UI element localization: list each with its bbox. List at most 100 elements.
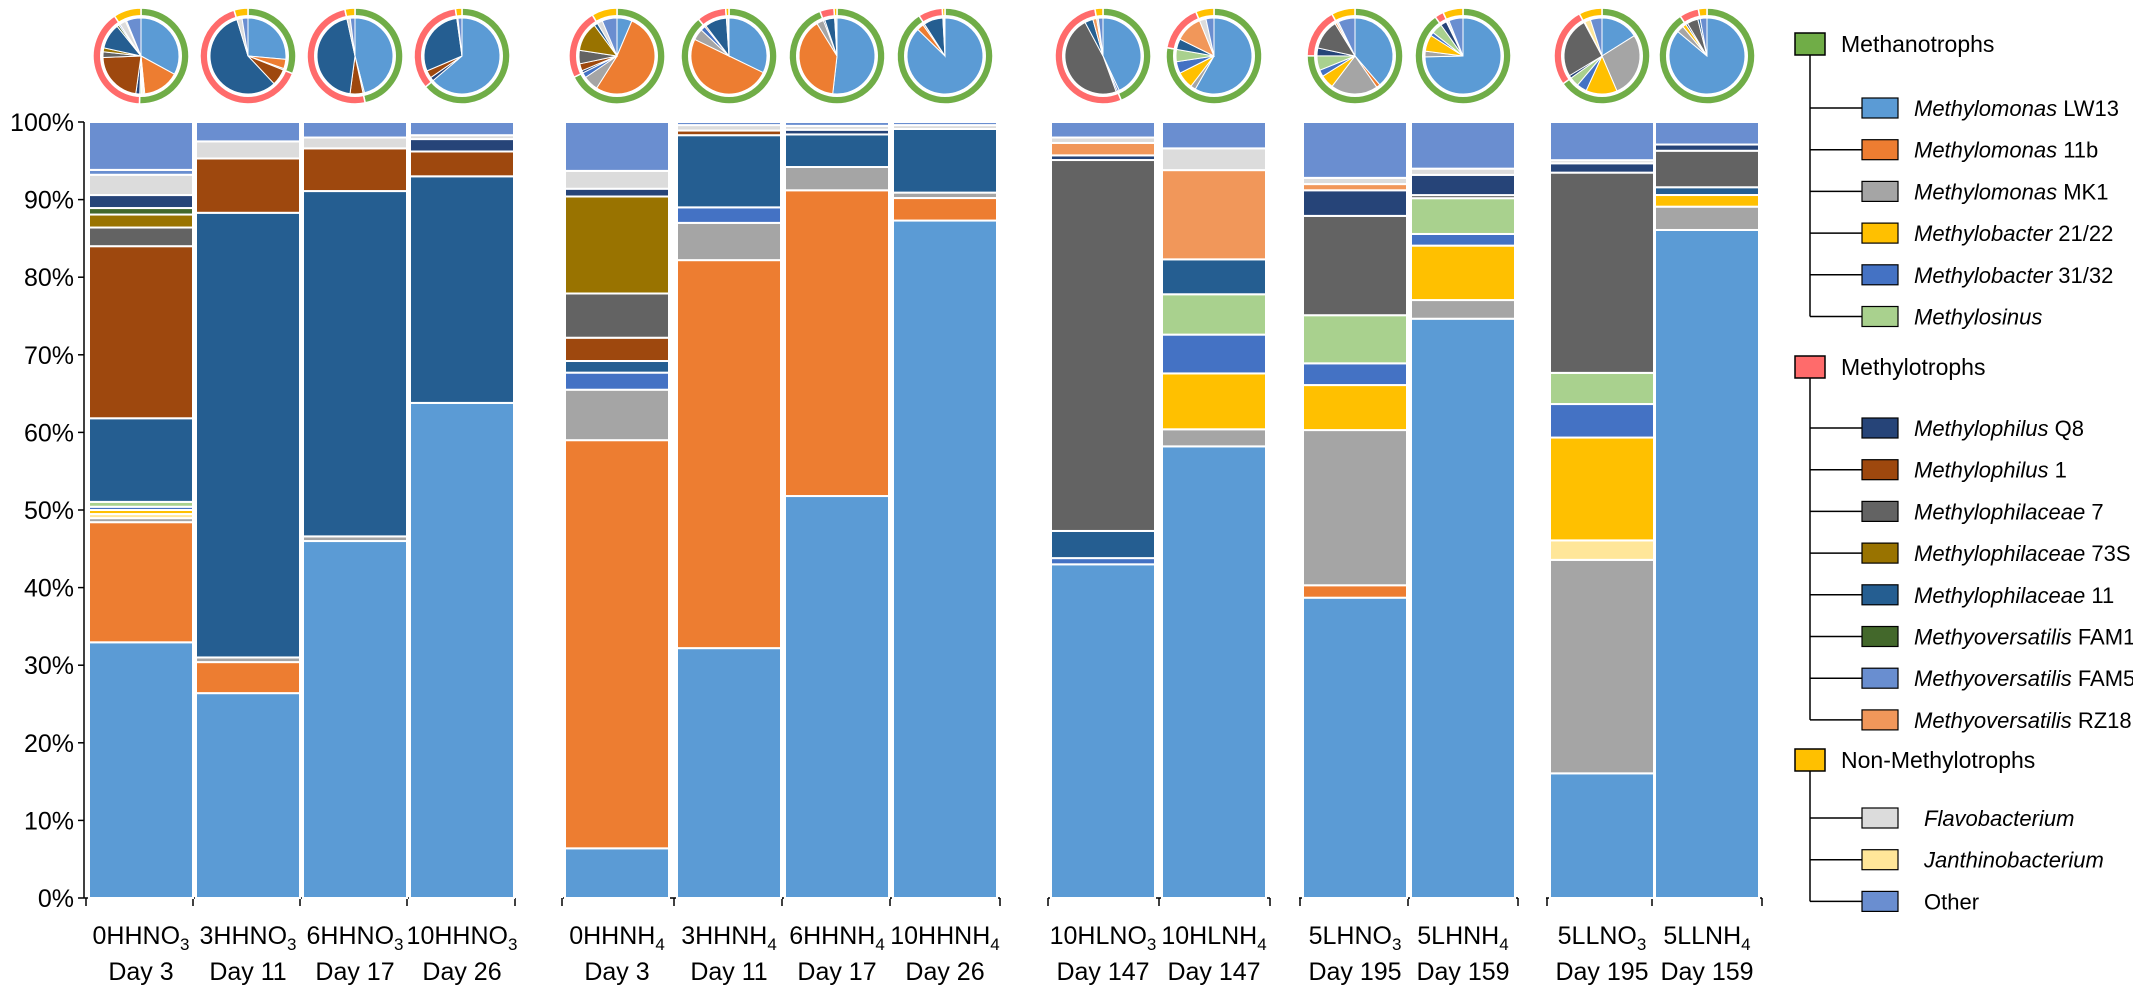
category-day-label: Day 11 (209, 958, 286, 986)
bar-segment-lw13 (409, 401, 515, 899)
legend-label-m11b: Methylomonas 11b (1914, 138, 2098, 163)
bar-segment-flavo (302, 136, 408, 150)
pie-slice-mpl7 (1563, 21, 1603, 77)
bar-segment-mk1 (1161, 428, 1267, 448)
legend-label-q8: Methylophilus Q8 (1914, 416, 2084, 441)
pie-slice-lw13 (1354, 17, 1394, 86)
category-label: 3HHNO3 (200, 922, 297, 954)
pie-5LLNH4 (1658, 7, 1756, 105)
bar-segment-q8 (1302, 189, 1408, 217)
bar-segment-mp1 (88, 245, 194, 420)
bar-segment-lw13 (1161, 445, 1267, 899)
pie-5LLNO3 (1553, 7, 1651, 105)
bar-segment-mpl11 (1161, 258, 1267, 296)
pie-slice-mp1 (102, 55, 142, 95)
bar-segment-rz18 (1050, 141, 1156, 157)
bar-segment-mb3132 (564, 371, 670, 391)
category-label: 0HHNO3 (93, 922, 190, 954)
legend-swatch-fam5 (1861, 667, 1899, 689)
category-label: 10HHNO3 (407, 922, 518, 954)
bar-segment-lw13 (564, 847, 670, 899)
bar-segment-other (564, 121, 670, 172)
legend-swatch-lw13 (1861, 97, 1899, 119)
category-day-label: Day 147 (1056, 958, 1149, 986)
bar-segment-lw13 (892, 219, 998, 899)
bar-segment-msin (1549, 371, 1655, 406)
bar-segment-msin (1410, 197, 1516, 235)
legend-swatch-fam1 (1861, 625, 1899, 648)
legend-label-other: Other (1924, 889, 1979, 914)
pie-slice-other (1448, 17, 1464, 57)
category-label: 10HHNH4 (890, 922, 1000, 954)
pie-slice-lw13 (1424, 17, 1502, 95)
pie-slice-other (835, 17, 838, 57)
legend-swatch-rz18 (1861, 709, 1899, 731)
bar-segment-lw13 (1654, 228, 1760, 899)
pie-slice-other (241, 17, 249, 57)
legend-label-janth: Janthinobacterium (1923, 848, 2104, 873)
bar-segment-other (784, 121, 890, 127)
bar-segment-lw13 (784, 495, 890, 899)
legend-label-mpl11: Methylophilaceae 11 (1914, 583, 2114, 608)
bar-segment-mpl11 (676, 134, 782, 209)
pie-10HLNH4 (1165, 7, 1263, 105)
category-label: 10HLNH4 (1161, 922, 1266, 954)
bar-segment-m11b (892, 197, 998, 222)
bar-0HHNH4 (564, 121, 670, 899)
bar-segment-mpl7 (88, 226, 194, 248)
bar-segment-mpl11 (784, 133, 890, 169)
bar-segment-other (88, 121, 194, 171)
bar-segment-mpl7 (1654, 149, 1760, 189)
pie-10HLNO3 (1054, 7, 1152, 105)
bar-segment-q8 (88, 194, 194, 210)
legend: Methanotrophs Methylomonas LW13 Methylomon… (1794, 31, 2133, 914)
bar-segment-q8 (1549, 162, 1655, 174)
bar-segment-m11b (784, 189, 890, 498)
legend-group-label: Non-Methylotrophs (1841, 747, 2035, 773)
pie-slice-other (349, 17, 356, 57)
pie-slice-mpl11 (209, 19, 275, 95)
legend-swatch-m11b (1861, 139, 1899, 161)
pie-slice-lw13 (1194, 17, 1253, 95)
bar-segment-lw13 (1050, 563, 1156, 899)
bar-segment-flavo (564, 169, 670, 190)
pie-slice-lw13 (906, 17, 984, 95)
bar-segment-flavo (1161, 147, 1267, 172)
bar-segment-mb2122 (1654, 194, 1760, 208)
bar-segment-other (1302, 121, 1408, 179)
y-tick-label: 40% (24, 575, 74, 603)
bar-5LHNO3 (1302, 121, 1408, 899)
category-label: 6HHNH4 (789, 922, 885, 954)
bar-3HHNO3 (195, 121, 301, 899)
bar-segment-mb2122 (1549, 436, 1655, 542)
category-day-label: Day 3 (584, 958, 649, 986)
y-tick-label: 0% (38, 885, 74, 913)
category-day-label: Day 3 (108, 958, 173, 986)
y-tick-label: 90% (24, 187, 74, 215)
bar-segment-flavo (195, 140, 301, 160)
category-label: 10HLNO3 (1050, 922, 1157, 954)
y-tick-label: 100% (10, 109, 74, 137)
legend-group-label: Methylotrophs (1841, 354, 1985, 380)
bar-segment-other (302, 121, 408, 139)
pie-slice-other (1337, 17, 1356, 57)
pie-slice-mpl11 (423, 17, 463, 72)
bar-segment-other (195, 121, 301, 143)
category-day-label: Day 11 (690, 958, 767, 986)
bar-segment-mpl7 (1050, 159, 1156, 532)
category-day-label: Day 195 (1308, 958, 1401, 986)
pie-10HHNH4 (896, 7, 994, 105)
bar-segment-mk1 (784, 166, 890, 192)
bar-segment-other (1050, 121, 1156, 139)
y-tick-label: 80% (24, 264, 74, 292)
bar-segment-mk1 (1302, 429, 1408, 587)
legend-label-mp1: Methylophilus 1 (1914, 458, 2067, 483)
category-day-label: Day 195 (1555, 958, 1648, 986)
pie-0HHNH4 (568, 7, 666, 105)
bar-segment-m11b (676, 259, 782, 650)
legend-group-swatch (1794, 355, 1826, 379)
bar-segment-mpl73s (88, 213, 194, 229)
y-tick-label: 70% (24, 342, 74, 370)
bar-5LLNH4 (1654, 121, 1760, 899)
y-tick-label: 50% (24, 497, 74, 525)
